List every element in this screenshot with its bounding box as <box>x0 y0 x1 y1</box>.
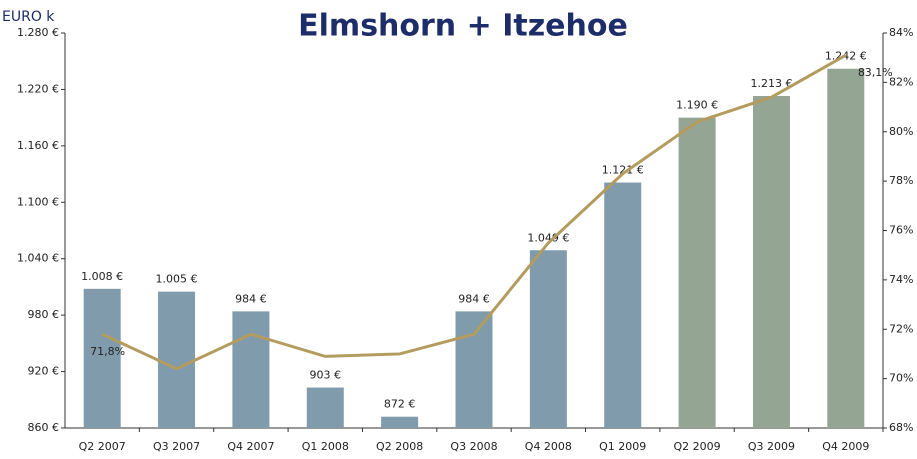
line <box>101 53 847 371</box>
bar-label: 872 € <box>384 398 416 411</box>
y-tick-label: 920 € <box>28 365 60 378</box>
bar-label: 1.190 € <box>676 99 718 112</box>
bar <box>529 250 567 428</box>
bar-label: 903 € <box>310 369 342 382</box>
x-tick-label: Q2 2007 <box>79 440 126 453</box>
bar <box>158 291 196 428</box>
bar <box>827 68 865 428</box>
y-tick-label: 1.280 € <box>17 26 59 39</box>
y-tick-label: 1.100 € <box>17 195 59 208</box>
y2-tick-label: 74% <box>889 273 913 286</box>
y-tick-label: 860 € <box>28 421 60 434</box>
x-tick-label: Q1 2008 <box>302 440 349 453</box>
bar <box>678 117 716 429</box>
bar <box>604 182 642 428</box>
bar-label: 1.008 € <box>81 270 123 283</box>
x-tick-label: Q4 2007 <box>227 440 274 453</box>
chart-title: Elmshorn + Itzehoe <box>298 9 628 44</box>
y2-tick-label: 70% <box>889 372 913 385</box>
x-tick-label: Q3 2009 <box>748 440 795 453</box>
y2-tick-label: 84% <box>889 26 913 39</box>
x-tick-label: Q4 2009 <box>822 440 869 453</box>
x-tick-label: Q3 2007 <box>153 440 200 453</box>
x-tick-label: Q4 2008 <box>525 440 572 453</box>
bar-label: 1.213 € <box>750 77 792 90</box>
x-tick-label: Q1 2009 <box>599 440 646 453</box>
line-label: 71,8% <box>90 345 125 358</box>
bar <box>83 288 121 428</box>
x-tick-label: Q2 2008 <box>376 440 423 453</box>
y-tick-label: 1.160 € <box>17 139 59 152</box>
y-axis-label: EURO k <box>2 9 55 25</box>
y-tick-label: 1.220 € <box>17 82 59 95</box>
x-tick-label: Q2 2009 <box>674 440 721 453</box>
y2-tick-label: 80% <box>889 125 913 138</box>
y2-tick-label: 82% <box>889 75 913 88</box>
y-tick-label: 1.040 € <box>17 252 59 265</box>
y-tick-label: 980 € <box>28 308 60 321</box>
y2-tick-label: 76% <box>889 224 913 237</box>
y2-tick-label: 72% <box>889 322 913 335</box>
bar-label: 984 € <box>458 292 490 305</box>
line-label: 83,1% <box>858 66 893 79</box>
x-tick-label: Q3 2008 <box>450 440 497 453</box>
bar <box>381 416 419 428</box>
bar <box>455 311 493 428</box>
bar <box>752 96 790 428</box>
bar <box>306 387 344 428</box>
bar-label: 1.005 € <box>156 273 198 286</box>
y2-tick-label: 68% <box>889 421 913 434</box>
bar <box>232 311 270 428</box>
y2-tick-label: 78% <box>889 174 913 187</box>
bar-label: 984 € <box>235 292 267 305</box>
